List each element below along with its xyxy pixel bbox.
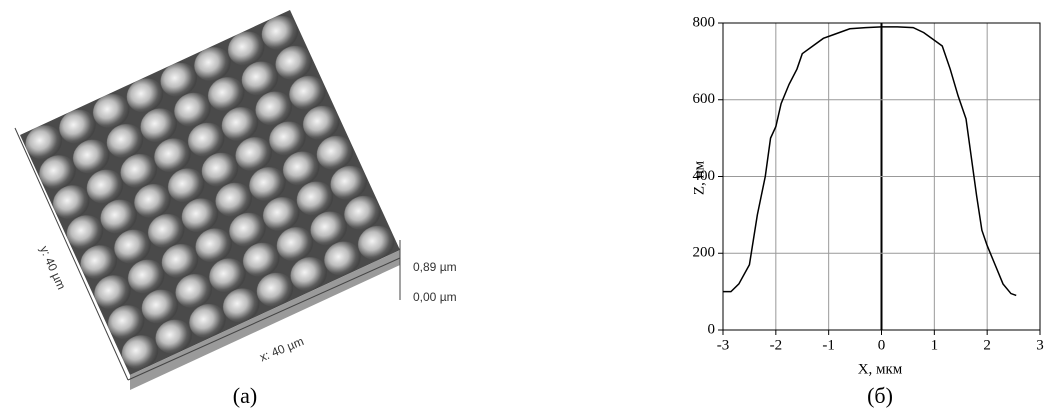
y-tick-label: 800	[693, 14, 716, 30]
caption: (a)	[233, 383, 257, 408]
y-tick-label: 200	[693, 245, 716, 261]
y-tick-label: 600	[693, 91, 716, 107]
afm-surface	[14, 9, 401, 390]
caption: (б)	[867, 383, 893, 408]
z-max-label: 0,89 µm	[413, 260, 457, 274]
plot-frame	[722, 22, 1041, 331]
x-axis-title: X, мкм	[858, 361, 903, 377]
data-line	[723, 26, 1017, 297]
x-tick-label: -1	[822, 337, 835, 353]
y-axis-title: Z, нм	[691, 160, 707, 195]
y-tick-label: 0	[708, 321, 716, 337]
x-axis-label: x: 40 µm	[258, 334, 306, 364]
y-tick-label: 400	[693, 168, 716, 184]
x-tick-label: 2	[983, 337, 991, 353]
x-tick-label: -2	[770, 337, 783, 353]
x-tick-label: 1	[931, 337, 939, 353]
x-tick-label: 0	[878, 337, 886, 353]
x-tick-label: 3	[1036, 337, 1044, 353]
y-axis-label: y: 40 µm	[37, 244, 69, 292]
x-tick-label: -3	[717, 337, 730, 353]
z-min-label: 0,00 µm	[413, 290, 457, 304]
